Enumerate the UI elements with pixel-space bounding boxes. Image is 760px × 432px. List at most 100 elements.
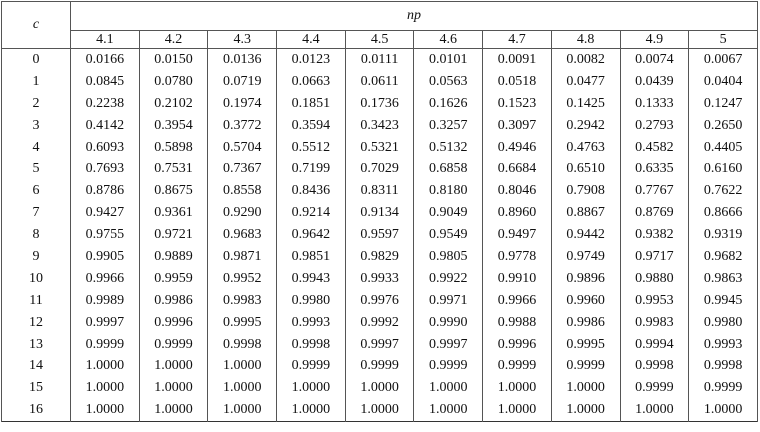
cell: 1.0000 bbox=[688, 399, 758, 422]
cell: 0.9682 bbox=[688, 246, 758, 268]
cell: 0.8867 bbox=[550, 202, 621, 225]
table-header: c np 4.1 4.2 4.3 4.4 4.5 4.6 4.7 4.8 4.9 5 bbox=[1, 1, 758, 49]
cell: 0.0477 bbox=[550, 70, 621, 93]
column-header: 4.5 bbox=[344, 30, 415, 49]
cell: 0.0074 bbox=[619, 48, 690, 71]
cell: 0.0166 bbox=[70, 48, 140, 71]
cell: 0.0518 bbox=[482, 70, 552, 93]
table-row: 2 0.2238 0.2102 0.1974 0.1851 0.1736 0.1626 0.1… bbox=[1, 92, 758, 115]
cell: 0.9945 bbox=[688, 289, 758, 312]
row-label: 0 bbox=[1, 48, 71, 71]
cell: 0.7531 bbox=[138, 158, 209, 181]
cell: 0.9863 bbox=[688, 267, 758, 290]
cell: 0.9997 bbox=[70, 311, 140, 334]
table-row: 14 1.0000 1.0000 1.0000 0.9999 0.9999 0.9999 0.… bbox=[1, 355, 758, 378]
cell: 0.3594 bbox=[276, 114, 346, 137]
row-label: 1 bbox=[1, 70, 71, 93]
cell: 0.0082 bbox=[550, 48, 621, 71]
cell: 1.0000 bbox=[344, 377, 415, 400]
cell: 0.0101 bbox=[413, 48, 484, 71]
cell: 0.6684 bbox=[482, 158, 552, 181]
cell: 0.3772 bbox=[207, 114, 278, 137]
table-row: 3 0.4142 0.3954 0.3772 0.3594 0.3423 0.3257 0.3… bbox=[1, 114, 758, 137]
cell: 1.0000 bbox=[344, 399, 415, 422]
cell: 0.9998 bbox=[276, 333, 346, 356]
cell: 0.9683 bbox=[207, 224, 278, 247]
cell: 0.4763 bbox=[550, 136, 621, 159]
cell: 1.0000 bbox=[138, 377, 209, 400]
cell: 0.1851 bbox=[276, 92, 346, 115]
cell: 0.0136 bbox=[207, 48, 278, 71]
cell: 0.9952 bbox=[207, 267, 278, 290]
cell: 0.9971 bbox=[413, 289, 484, 312]
cell: 0.9642 bbox=[276, 224, 346, 247]
cell: 0.9778 bbox=[482, 246, 552, 268]
cell: 0.0563 bbox=[413, 70, 484, 93]
cell: 0.9999 bbox=[482, 355, 552, 378]
cell: 0.2238 bbox=[70, 92, 140, 115]
cell: 0.9999 bbox=[619, 377, 690, 400]
cell: 0.9896 bbox=[550, 267, 621, 290]
cell: 0.9319 bbox=[688, 224, 758, 247]
table-row: 10 0.9966 0.9959 0.9952 0.9943 0.9933 0.9922 0.… bbox=[1, 267, 758, 290]
probability-table: c np 4.1 4.2 4.3 4.4 4.5 4.6 4.7 4.8 4.9 5 0 0.016… bbox=[1, 1, 758, 423]
cell: 0.4582 bbox=[619, 136, 690, 159]
cell: 0.8960 bbox=[482, 202, 552, 225]
cell: 0.7908 bbox=[550, 180, 621, 203]
cell: 0.9749 bbox=[550, 246, 621, 268]
row-label: 6 bbox=[1, 180, 71, 203]
column-group-header: np bbox=[70, 1, 758, 31]
table-row: 16 1.0000 1.0000 1.0000 1.0000 1.0000 1.0000 1.… bbox=[1, 399, 758, 422]
column-header: 4.9 bbox=[619, 30, 690, 49]
cell: 0.9980 bbox=[688, 311, 758, 334]
cell: 0.9999 bbox=[276, 355, 346, 378]
cell: 0.9999 bbox=[138, 333, 209, 356]
cell: 0.9988 bbox=[482, 311, 552, 334]
cell: 0.8180 bbox=[413, 180, 484, 203]
row-label: 14 bbox=[1, 355, 71, 378]
cell: 0.1974 bbox=[207, 92, 278, 115]
cell: 0.9933 bbox=[344, 267, 415, 290]
cell: 0.3954 bbox=[138, 114, 209, 137]
cell: 0.0091 bbox=[482, 48, 552, 71]
column-header: 5 bbox=[688, 30, 758, 49]
cell: 1.0000 bbox=[207, 355, 278, 378]
cell: 0.9995 bbox=[207, 311, 278, 334]
cell: 0.9994 bbox=[619, 333, 690, 356]
cell: 0.7767 bbox=[619, 180, 690, 203]
cell: 0.6335 bbox=[619, 158, 690, 181]
cell: 0.9755 bbox=[70, 224, 140, 247]
cell: 0.9214 bbox=[276, 202, 346, 225]
cell: 0.6160 bbox=[688, 158, 758, 181]
table-row: 8 0.9755 0.9721 0.9683 0.9642 0.9597 0.9549 0.9… bbox=[1, 224, 758, 247]
cell: 0.4405 bbox=[688, 136, 758, 159]
cell: 0.1333 bbox=[619, 92, 690, 115]
cell: 0.5704 bbox=[207, 136, 278, 159]
cell: 0.8769 bbox=[619, 202, 690, 225]
cell: 0.9990 bbox=[413, 311, 484, 334]
cell: 0.9966 bbox=[482, 289, 552, 312]
cell: 0.7622 bbox=[688, 180, 758, 203]
cell: 1.0000 bbox=[550, 377, 621, 400]
cell: 0.9805 bbox=[413, 246, 484, 268]
cell: 0.9721 bbox=[138, 224, 209, 247]
cell: 0.9880 bbox=[619, 267, 690, 290]
cell: 0.9995 bbox=[550, 333, 621, 356]
cell: 0.9905 bbox=[70, 246, 140, 268]
cell: 0.2650 bbox=[688, 114, 758, 137]
row-label: 5 bbox=[1, 158, 71, 181]
cell: 1.0000 bbox=[619, 399, 690, 422]
cell: 0.0845 bbox=[70, 70, 140, 93]
cell: 0.7693 bbox=[70, 158, 140, 181]
cell: 0.9966 bbox=[70, 267, 140, 290]
cell: 0.9922 bbox=[413, 267, 484, 290]
cell: 0.9976 bbox=[344, 289, 415, 312]
table-row: 12 0.9997 0.9996 0.9995 0.9993 0.9992 0.9990 0.… bbox=[1, 311, 758, 334]
cell: 1.0000 bbox=[70, 377, 140, 400]
cell: 0.2942 bbox=[550, 114, 621, 137]
column-header: 4.6 bbox=[413, 30, 484, 49]
cell: 0.9960 bbox=[550, 289, 621, 312]
cell: 0.9993 bbox=[276, 311, 346, 334]
cell: 0.9829 bbox=[344, 246, 415, 268]
